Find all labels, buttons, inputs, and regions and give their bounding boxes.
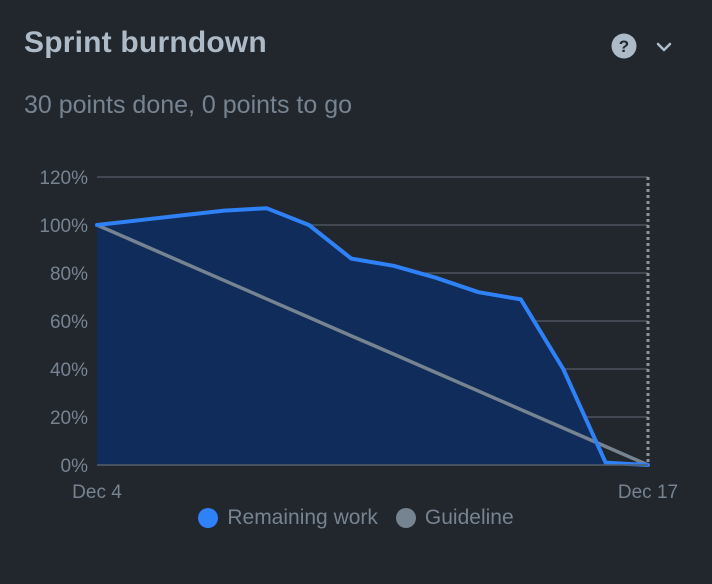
legend-label-guideline: Guideline [424,506,514,529]
x-tick-label-start: Dec 4 [72,482,122,503]
guideline-line [96,223,649,467]
legend-item-remaining[interactable]: Remaining work [198,506,378,530]
y-tick-label: 40% [50,360,88,381]
remaining-work-line [95,206,650,467]
line-layer [95,177,650,467]
area-layer [97,208,648,465]
legend-swatch-guideline [395,508,416,528]
legend-swatch-remaining [198,508,219,528]
y-tick-label: 20% [50,408,88,429]
y-tick-label: 80% [50,264,88,285]
chart-legend: Remaining work Guideline [0,506,712,530]
svg-text:?: ? [619,37,629,56]
y-tick-label: 0% [61,456,89,477]
question-circle-icon[interactable]: ? [611,33,637,59]
y-tick-label: 100% [39,216,88,237]
x-tick-label-end: Dec 17 [618,482,678,503]
legend-label-remaining: Remaining work [227,506,378,529]
remaining-work-area [97,208,648,465]
summary-text: 30 points done, 0 points to go [24,91,353,119]
legend-item-guideline[interactable]: Guideline [395,506,514,530]
axis-layer: 0% 20% 40% 60% 80% 100% 120% Dec 4 Dec 17 [39,168,678,503]
y-tick-label: 60% [50,312,88,333]
chevron-down-icon[interactable] [654,37,674,57]
widget-title: Sprint burndown [24,26,267,59]
y-tick-label: 120% [39,168,88,189]
